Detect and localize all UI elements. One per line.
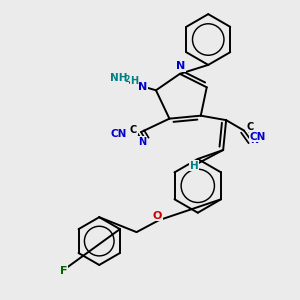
Text: F: F <box>60 266 67 276</box>
Text: H: H <box>130 76 139 86</box>
Text: CN: CN <box>249 132 266 142</box>
Text: 2: 2 <box>124 75 130 84</box>
Text: CN: CN <box>110 129 127 139</box>
Text: C: C <box>246 122 254 132</box>
Text: C: C <box>130 125 137 135</box>
Text: NH: NH <box>110 73 128 83</box>
Text: N: N <box>139 137 147 147</box>
Text: N: N <box>138 82 147 92</box>
Text: H: H <box>190 161 199 171</box>
Text: N: N <box>250 135 259 146</box>
Text: N: N <box>176 61 185 71</box>
Text: O: O <box>153 211 162 221</box>
